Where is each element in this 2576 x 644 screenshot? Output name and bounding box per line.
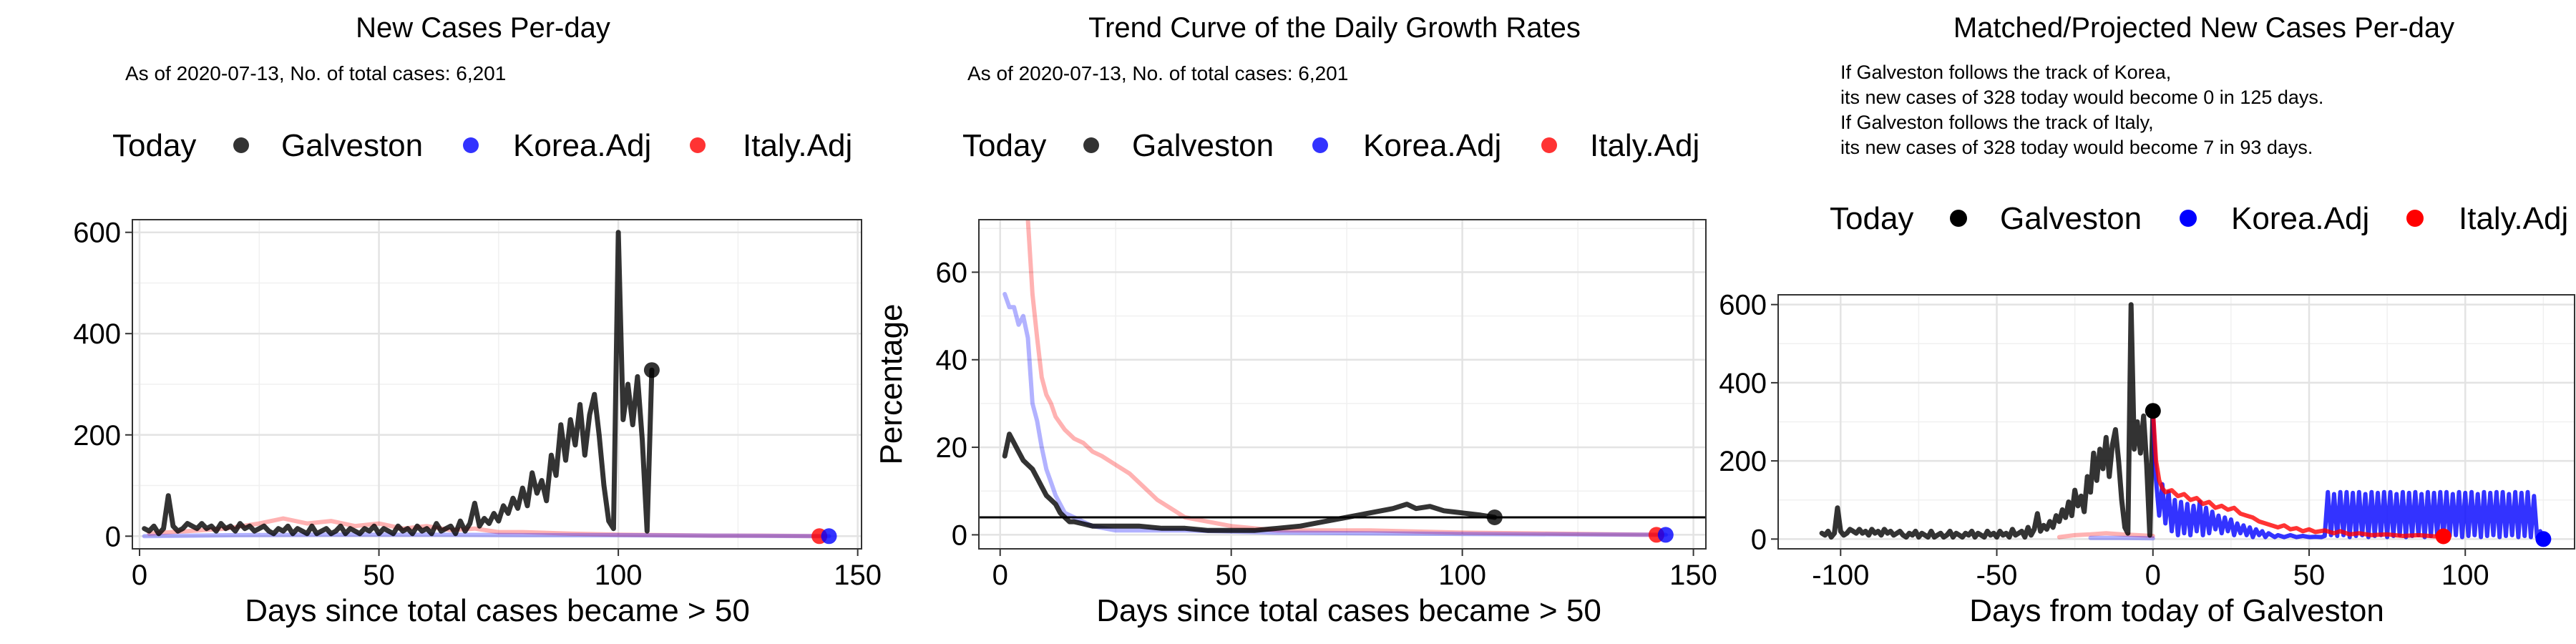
x-tick-label: -100 [1812, 560, 1869, 591]
plot-lines [142, 230, 837, 545]
y-axis: 0 200 400 600 [73, 218, 132, 552]
y-tick-label: 60 [936, 257, 968, 288]
legend-label-korea: Korea.Adj [513, 128, 651, 163]
x-axis: 0 50 100 150 [132, 549, 882, 591]
panel-projected-cases: Matched/Projected New Cases Per-day If G… [1719, 12, 2575, 628]
annotation-line: If Galveston follows the track of Italy, [1840, 112, 2154, 133]
series-line-korea-adj-matched [2088, 535, 2155, 541]
series-line-galveston [1819, 302, 2156, 540]
x-axis: -100 -50 0 50 100 [1812, 549, 2489, 591]
y-tick-label: 0 [105, 521, 121, 552]
plot-border [978, 219, 1707, 550]
legend-key-korea [1312, 137, 1328, 153]
x-tick-label: 50 [1215, 560, 1247, 591]
x-tick-label: 50 [363, 560, 395, 591]
grid [979, 220, 1706, 549]
y-axis: 0 200 400 600 [1719, 290, 1778, 555]
today-point-korea-adj [1657, 527, 1674, 543]
chart-title: New Cases Per-day [356, 12, 610, 44]
chart-subtitle: As of 2020-07-13, No. of total cases: 6,… [967, 62, 1348, 84]
chart-subtitle: As of 2020-07-13, No. of total cases: 6,… [125, 62, 506, 84]
annotation-line: If Galveston follows the track of Korea, [1840, 62, 2171, 83]
series-line-italy-adj [1025, 220, 1659, 537]
series-line-italy-adj-matched [2057, 531, 2155, 540]
x-tick-label: 0 [132, 560, 147, 591]
panel-new-cases: New Cases Per-day As of 2020-07-13, No. … [73, 12, 882, 628]
legend: Today Galveston Korea.Adj Italy.Adj [962, 128, 1699, 163]
x-tick-label: -50 [1976, 560, 2018, 591]
x-tick-label: 100 [1438, 560, 1486, 591]
legend-title: Today [1830, 201, 1913, 236]
x-tick-label: 150 [1669, 560, 1717, 591]
y-tick-label: 400 [1719, 368, 1767, 399]
legend-key-italy [2406, 210, 2424, 227]
today-point-korea-adj [821, 528, 837, 545]
y-tick-label: 20 [936, 432, 968, 464]
legend: Today Galveston Korea.Adj Italy.Adj [112, 128, 852, 163]
y-tick-label: 200 [1719, 446, 1767, 477]
legend-label-korea: Korea.Adj [2231, 201, 2369, 236]
legend-label-korea: Korea.Adj [1363, 128, 1501, 163]
legend-key-galveston [233, 137, 249, 153]
legend-label-italy: Italy.Adj [2459, 201, 2568, 236]
series-line-korea-adj [2150, 409, 2546, 542]
legend: Today Galveston Korea.Adj Italy.Adj [1830, 201, 2568, 236]
series-line-italy-adj [2150, 409, 2446, 539]
plot-lines [979, 220, 1706, 543]
x-axis: 0 50 100 150 [992, 549, 1717, 591]
annotation-line: its new cases of 328 today would become … [1840, 87, 2323, 108]
today-point-galveston [643, 362, 660, 379]
legend-label-italy: Italy.Adj [1590, 128, 1699, 163]
legend-label-galveston: Galveston [281, 128, 423, 163]
x-tick-label: 100 [595, 560, 643, 591]
series-line-galveston [142, 230, 655, 537]
legend-label-italy: Italy.Adj [743, 128, 852, 163]
panel-growth-rates: Trend Curve of the Daily Growth Rates As… [874, 12, 1717, 628]
legend-label-galveston: Galveston [2000, 201, 2142, 236]
x-tick-label: 100 [2441, 560, 2489, 591]
y-tick-label: 600 [1719, 290, 1767, 321]
x-axis-label: Days from today of Galveston [1969, 593, 2384, 628]
y-tick-label: 200 [73, 420, 121, 452]
today-point-korea-adj [2535, 531, 2552, 547]
y-axis-label: Percentage [874, 303, 909, 464]
today-point-galveston [1486, 509, 1503, 525]
x-axis-label: Days since total cases became > 50 [245, 593, 750, 628]
x-tick-label: 0 [2145, 560, 2161, 591]
chart-title: Matched/Projected New Cases Per-day [1953, 12, 2454, 44]
legend-key-galveston [1950, 210, 1967, 227]
y-tick-label: 600 [73, 218, 121, 249]
legend-key-korea [2180, 210, 2197, 227]
series-line-galveston [1002, 431, 1498, 533]
x-tick-label: 150 [834, 560, 882, 591]
x-axis-label: Days since total cases became > 50 [1096, 593, 1601, 628]
legend-label-galveston: Galveston [1132, 128, 1274, 163]
annotation-line: its new cases of 328 today would become … [1840, 137, 2313, 158]
plot-border [132, 219, 862, 550]
x-tick-label: 50 [2293, 560, 2326, 591]
plot-border [1777, 294, 2575, 550]
legend-title: Today [112, 128, 196, 163]
today-point-galveston [2145, 403, 2161, 419]
y-tick-label: 0 [1751, 524, 1767, 555]
today-point-italy-adj [2435, 528, 2451, 545]
legend-title: Today [962, 128, 1046, 163]
y-tick-label: 0 [952, 519, 967, 551]
legend-key-galveston [1083, 137, 1099, 153]
series-line-korea-adj [142, 532, 831, 539]
legend-key-italy [690, 137, 706, 153]
plot-lines [1819, 302, 2552, 547]
y-tick-label: 400 [73, 318, 121, 350]
legend-key-italy [1541, 137, 1557, 153]
plot-background [979, 220, 1706, 549]
legend-key-korea [463, 137, 479, 153]
y-tick-label: 40 [936, 345, 968, 376]
chart-title: Trend Curve of the Daily Growth Rates [1088, 12, 1581, 44]
y-axis: 0 20 40 60 [936, 257, 979, 551]
series-line-korea-adj [1002, 292, 1668, 537]
x-tick-label: 0 [992, 560, 1008, 591]
